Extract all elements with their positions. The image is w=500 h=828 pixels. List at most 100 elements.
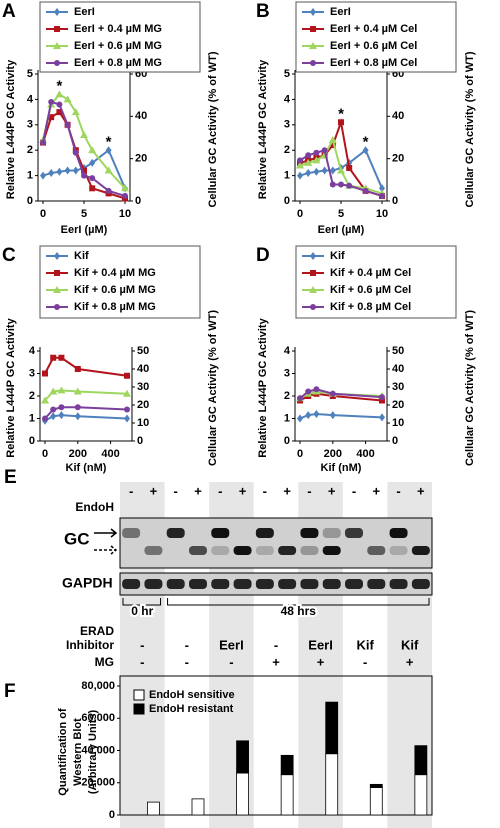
band	[367, 579, 386, 589]
marker	[310, 304, 316, 310]
endoh-sign: -	[307, 483, 311, 498]
y-tick-label: 4	[27, 93, 34, 105]
marker	[71, 108, 80, 116]
endoh-label: EndoH	[75, 500, 114, 514]
y-axis-title: (Arbitrary Units)	[87, 709, 99, 794]
legend-label: Kif	[74, 250, 89, 262]
band	[211, 546, 230, 555]
endoh-sign: +	[239, 483, 247, 498]
marker	[42, 415, 48, 422]
marker	[362, 187, 369, 194]
band	[189, 579, 207, 589]
endoh-sign: -	[218, 483, 222, 498]
series-line	[44, 356, 128, 377]
y2-tick-label: 10	[392, 417, 404, 429]
band	[233, 546, 252, 555]
band	[322, 528, 341, 538]
annotation: *	[106, 134, 112, 151]
bar-segment	[280, 774, 294, 816]
endoh-sign: -	[174, 483, 178, 498]
marker	[379, 413, 385, 422]
marker	[305, 388, 312, 395]
x-tick-label: 0	[42, 448, 48, 460]
band	[211, 528, 230, 538]
marker	[124, 372, 130, 379]
marker	[362, 146, 369, 155]
legend-label: Kif + 0.8 µM Cel	[330, 301, 411, 313]
bar-segment	[369, 787, 383, 816]
marker	[346, 182, 353, 189]
y2-tick-label: 30	[392, 381, 404, 393]
marker	[56, 101, 63, 108]
row-label: MG	[95, 655, 114, 669]
y2-tick-label: 20	[392, 153, 404, 165]
y-axis-title: Relative L444P GC Activity	[257, 59, 269, 199]
y2-tick-label: 50	[137, 345, 149, 357]
band	[322, 579, 341, 589]
y-tick-label: 5	[27, 68, 33, 80]
mg-cell: -	[185, 654, 189, 669]
marker	[58, 404, 65, 411]
marker	[379, 394, 385, 401]
marker	[305, 169, 312, 178]
marker	[63, 95, 72, 103]
marker	[56, 109, 63, 116]
y2-tick-label: 0	[137, 435, 143, 447]
y2-tick-label: 40	[392, 110, 404, 122]
erad-cell: -	[140, 637, 144, 652]
legend-swatch	[133, 689, 145, 701]
marker	[310, 252, 316, 260]
marker	[121, 184, 129, 192]
marker	[304, 158, 313, 166]
annotation: *	[338, 106, 344, 123]
marker	[48, 169, 55, 178]
y-tick-label: 4	[29, 345, 36, 357]
endoh-sign: +	[194, 483, 202, 498]
marker	[89, 175, 96, 182]
legend-label: EerI + 0.4 µM Cel	[330, 23, 417, 35]
y2-tick-label: 0	[135, 195, 141, 207]
y2-tick-label: 20	[135, 153, 147, 165]
band	[411, 546, 430, 555]
x-tick-label: 200	[324, 448, 342, 460]
y2-tick-label: 20	[392, 399, 404, 411]
legend-box	[295, 1, 457, 73]
y-axis-title: Relative L444P GC Activity	[5, 317, 17, 457]
bar-segment	[414, 745, 428, 776]
legend-label: EerI + 0.6 µM Cel	[330, 40, 417, 52]
marker	[297, 157, 303, 164]
y-tick-label: 0	[29, 435, 35, 447]
band	[278, 579, 297, 589]
marker	[313, 149, 320, 156]
band	[211, 579, 230, 589]
y2-tick-label: 20	[137, 399, 149, 411]
y-tick-label: 2	[27, 144, 33, 156]
marker	[310, 60, 316, 66]
marker	[313, 410, 320, 418]
marker	[50, 406, 57, 413]
y2-tick-label: 10	[137, 417, 149, 429]
y-tick-label: 1	[29, 412, 35, 424]
y-tick-label: 1	[284, 170, 290, 182]
endoh-sign: -	[396, 483, 400, 498]
y-tick-label: 20,000	[81, 777, 115, 789]
panel-letter: D	[256, 245, 270, 266]
marker	[58, 354, 65, 361]
row-label: ERAD	[80, 624, 114, 638]
bar-segment	[325, 753, 339, 816]
x-tick-label: 0	[297, 448, 303, 460]
legend-label: EndoH sensitive	[149, 689, 235, 701]
y2-tick-label: 0	[392, 195, 398, 207]
marker	[88, 146, 97, 154]
gc-blot	[119, 517, 433, 569]
band-label: GAPDH	[62, 575, 113, 591]
y-tick-label: 1	[284, 412, 290, 424]
marker	[74, 412, 81, 421]
y-tick-label: 2	[284, 390, 290, 402]
bar-segment	[236, 772, 249, 816]
marker	[297, 395, 303, 402]
marker	[53, 286, 61, 293]
marker	[105, 187, 112, 194]
band	[389, 528, 408, 538]
marker	[50, 412, 57, 421]
